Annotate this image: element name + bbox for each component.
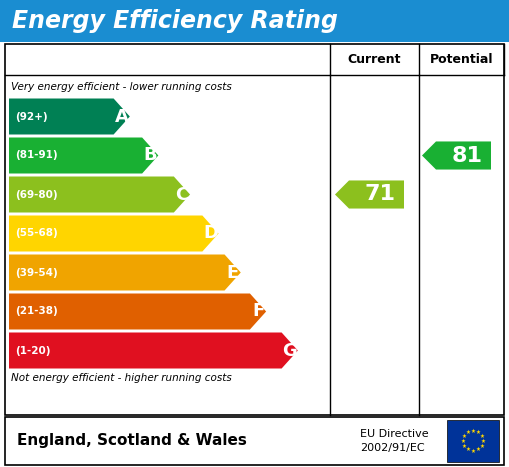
Text: ★: ★ — [470, 429, 475, 433]
Bar — [5, 44, 504, 415]
Bar — [447, 420, 499, 462]
Text: ★: ★ — [466, 430, 470, 435]
Text: EU Directive
2002/91/EC: EU Directive 2002/91/EC — [360, 429, 429, 453]
Polygon shape — [422, 142, 491, 170]
Text: England, Scotland & Wales: England, Scotland & Wales — [17, 433, 247, 448]
Text: (55-68): (55-68) — [15, 228, 58, 239]
Text: 71: 71 — [365, 184, 396, 205]
Text: (69-80): (69-80) — [15, 190, 58, 199]
Bar — [0, 0, 509, 42]
Polygon shape — [9, 255, 241, 290]
Text: ★: ★ — [461, 439, 465, 444]
Text: Current: Current — [348, 53, 401, 66]
Text: (92+): (92+) — [15, 112, 48, 121]
Text: ★: ★ — [480, 439, 486, 444]
Polygon shape — [335, 180, 404, 209]
Text: ★: ★ — [462, 444, 467, 448]
Text: B: B — [144, 147, 157, 164]
Text: C: C — [175, 185, 188, 204]
Text: A: A — [115, 107, 129, 126]
Text: F: F — [252, 303, 264, 320]
Text: ★: ★ — [466, 447, 470, 452]
Text: Energy Efficiency Rating: Energy Efficiency Rating — [12, 9, 338, 33]
Text: (81-91): (81-91) — [15, 150, 58, 161]
Polygon shape — [9, 293, 266, 330]
Text: ★: ★ — [470, 448, 475, 453]
Text: Not energy efficient - higher running costs: Not energy efficient - higher running co… — [11, 373, 232, 383]
Text: ★: ★ — [475, 430, 480, 435]
Text: ★: ★ — [475, 447, 480, 452]
Text: (21-38): (21-38) — [15, 306, 58, 317]
Text: 81: 81 — [452, 146, 483, 165]
Text: Potential: Potential — [430, 53, 493, 66]
Text: ★: ★ — [479, 433, 484, 439]
Polygon shape — [9, 177, 190, 212]
Polygon shape — [9, 99, 130, 134]
Bar — [5, 417, 504, 465]
Text: ★: ★ — [479, 444, 484, 448]
Text: (39-54): (39-54) — [15, 268, 58, 277]
Text: D: D — [203, 225, 218, 242]
Text: (1-20): (1-20) — [15, 346, 50, 355]
Text: E: E — [227, 263, 239, 282]
Polygon shape — [9, 137, 158, 174]
Text: ★: ★ — [462, 433, 467, 439]
Text: Very energy efficient - lower running costs: Very energy efficient - lower running co… — [11, 82, 232, 92]
Polygon shape — [9, 333, 298, 368]
Text: G: G — [282, 341, 297, 360]
Polygon shape — [9, 215, 218, 252]
